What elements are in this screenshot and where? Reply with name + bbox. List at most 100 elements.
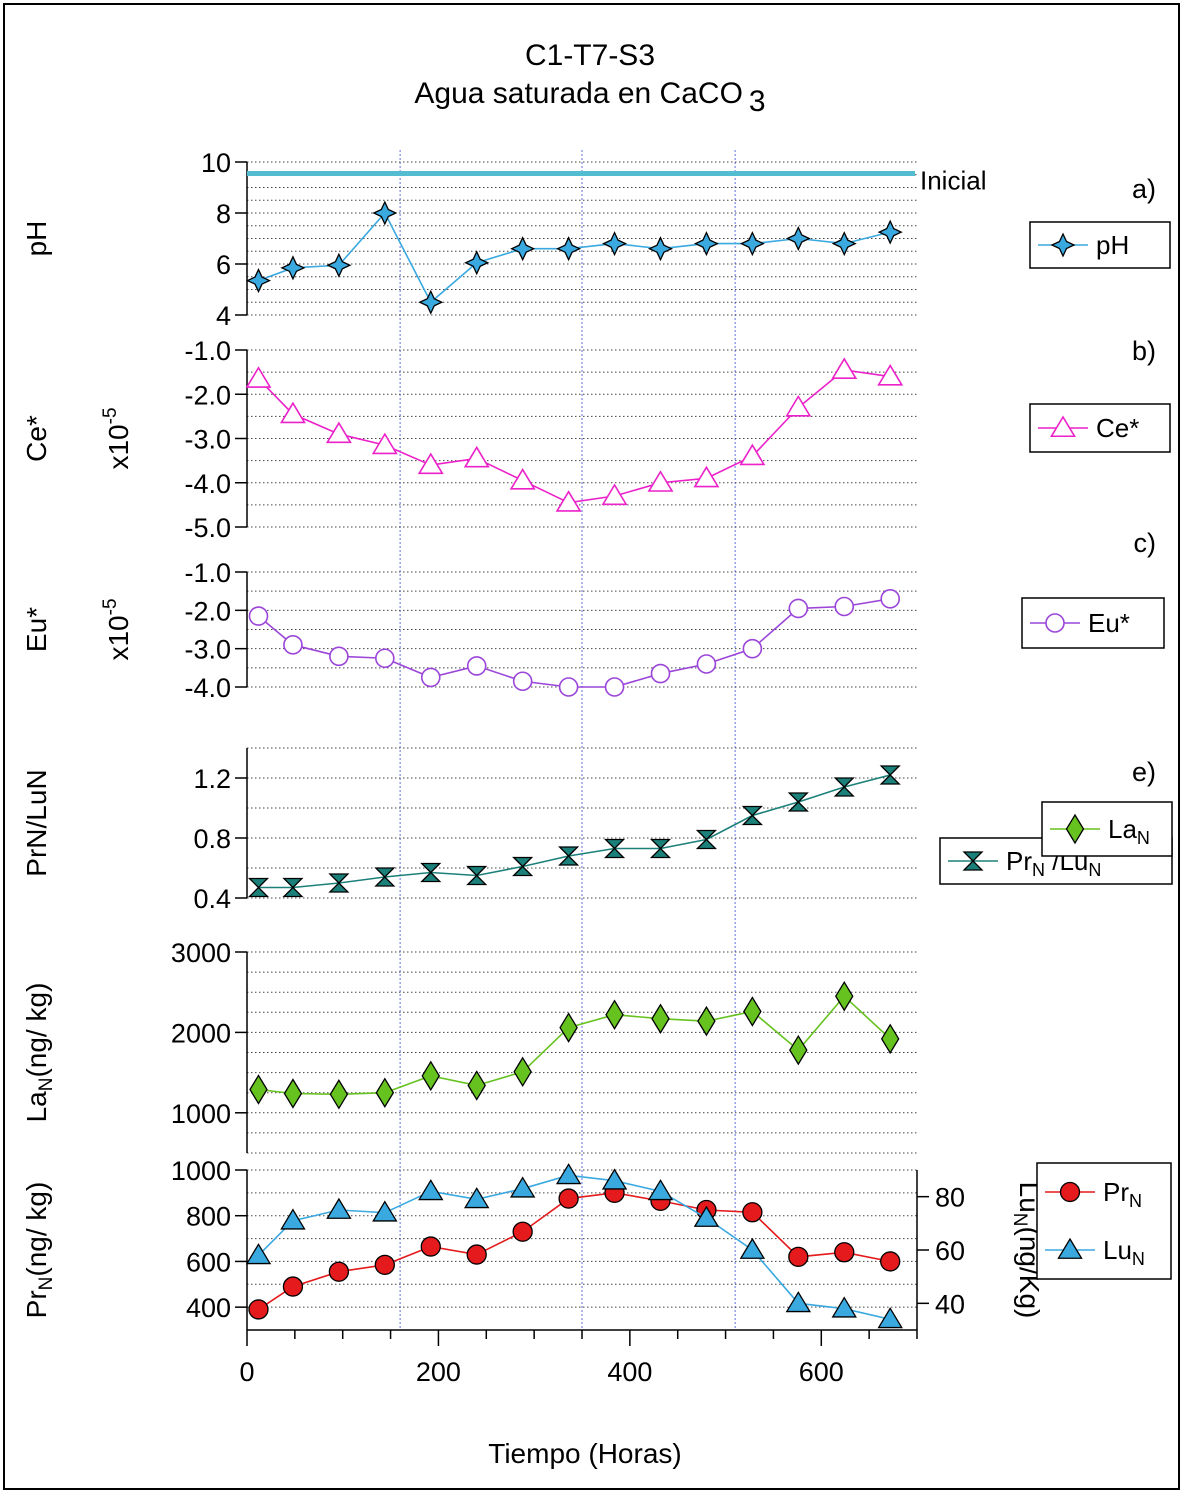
data-point [375,648,395,669]
data-point [834,596,855,617]
data-point [375,1077,395,1108]
legend-label-name: Ce* [1096,413,1139,443]
y-scale-factor: x10-5 [100,598,134,660]
data-point [695,829,717,850]
data-point [833,777,855,797]
y-tick-label: -4.0 [184,469,231,499]
legend-label-name: Eu* [1088,608,1130,638]
y-axis-title: pH [21,221,52,257]
data-point [693,1205,720,1227]
data-point [280,1208,306,1230]
data-point [248,1299,269,1320]
legend-marker-hourglass [962,851,984,871]
data-point [513,1056,532,1088]
legend-label-name: Lu [1103,1235,1132,1265]
chart-title-subscript: 3 [749,85,766,118]
x-tick-label: 0 [239,1357,254,1387]
data-point [466,1244,487,1265]
data-point [464,250,490,276]
data-point [372,1200,398,1222]
data-point [788,598,809,619]
y-axis-title-subscript: N [36,1078,57,1092]
data-point [877,363,904,386]
legend-marker-circle-open [1045,613,1065,633]
x-tick-label: 400 [607,1357,652,1387]
data-point [245,268,272,294]
y-tick-label: 2000 [171,1018,231,1048]
data-point [558,1188,579,1209]
data-point [328,1261,350,1282]
x-tick-label: 600 [799,1357,844,1387]
data-point [742,638,763,659]
legend: pH [1029,221,1171,269]
legend: Ce* [1029,403,1171,453]
y-scale-factor-exponent: -5 [100,407,121,424]
data-point [282,1276,304,1297]
data-point [739,1237,766,1259]
y-axis-title-main: Eu* [21,607,52,652]
data-point [603,838,626,859]
data-point [647,1179,674,1201]
data-point [282,877,304,898]
panel-1: -5.0 -4.0 -3.0 -2.0 -1.0 Ce* x10-5 b) Ce* [21,336,1171,543]
legend-box [1036,1162,1172,1280]
y-tick-label: -1.0 [184,558,231,588]
data-point [789,1034,808,1066]
data-point [466,865,488,886]
data-point [512,856,534,877]
y-scale-factor-base: x10 [103,424,134,469]
legend: LaN [1041,801,1173,857]
y-tick-label: -1.0 [184,336,231,366]
y-axis-title-subscript: N [36,1277,57,1291]
data-point [279,401,306,424]
data-point [693,231,719,257]
data-point [510,236,536,262]
legend-label-subscript: N [1137,828,1150,848]
y-axis-title: PrN(ng/ kg) [21,1182,57,1319]
y-tick-label: 3000 [171,938,231,968]
data-point [831,231,857,257]
chart-title-line1: C1-T7-S3 [525,39,655,72]
data-point [421,1060,441,1092]
legend-label-subscript: N [1129,1191,1142,1211]
data-point [509,1176,536,1198]
y-tick-label: -2.0 [184,380,231,410]
legend-marker-circle [1059,1181,1081,1203]
data-point [743,996,762,1027]
data-point [877,1307,903,1329]
data-point [601,1168,628,1190]
data-point [787,792,809,812]
legend-label-subscript: N [1132,1249,1145,1269]
legend-label-name: La [1108,814,1137,844]
y-tick-label: 600 [186,1247,231,1277]
legend-label: LuN [1103,1235,1145,1269]
legend: Eu* [1021,597,1165,649]
y-tick-label: 1000 [171,1156,231,1186]
data-point [696,654,717,674]
legend-label-subscript: N [1032,860,1045,880]
data-point [418,289,444,315]
y-axis-title-main: La [21,1091,52,1123]
data-point [651,1003,670,1034]
data-point [325,421,352,444]
data-point [558,846,580,866]
data-point [650,663,671,684]
data-point [372,200,398,226]
legend-marker-star4 [1050,232,1076,258]
data-point [739,231,765,257]
y-tick-label: -4.0 [184,673,231,703]
data-point [249,1074,268,1105]
data-point [647,236,674,262]
data-point [280,255,306,281]
y-tick-label: 0.4 [193,884,231,914]
data-point [374,1254,395,1276]
data-point [374,867,396,887]
y-axis-title-rest: (ng/ kg) [21,1182,52,1277]
y-tick-label: -2.0 [184,596,231,626]
data-point [420,1236,441,1257]
y-tick-label: 400 [186,1293,231,1323]
y-axis-title-main: Ce* [21,415,52,462]
data-point [512,1221,533,1242]
